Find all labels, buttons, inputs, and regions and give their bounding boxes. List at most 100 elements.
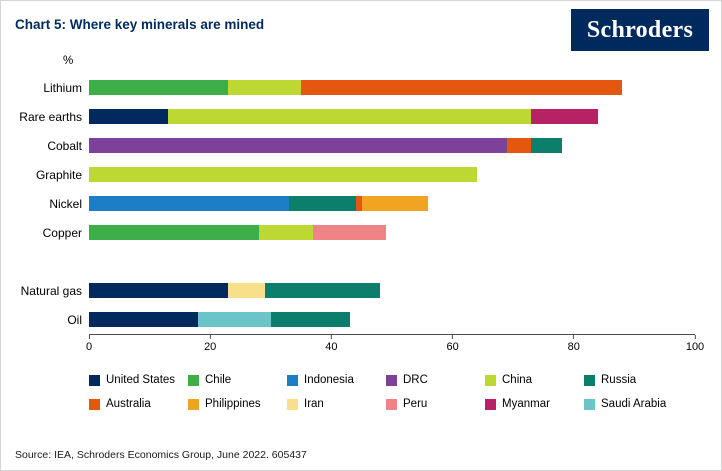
tick-label: 60 — [446, 341, 459, 353]
tick-label: 20 — [204, 341, 217, 353]
legend-item-peru: Peru — [386, 398, 485, 410]
x-tick-20: 20 — [204, 335, 216, 353]
legend-item-russia: Russia — [584, 374, 683, 386]
legend-label: DRC — [403, 374, 428, 386]
bar-track — [89, 109, 695, 124]
legend-item-myanmar: Myanmar — [485, 398, 584, 410]
bar-segment-australia — [355, 196, 362, 211]
legend-swatch-australia — [89, 398, 100, 410]
legend-label: Peru — [403, 398, 428, 410]
tick-mark — [694, 335, 696, 339]
bar-segment-russia — [270, 312, 350, 327]
bar-row-lithium: Lithium — [1, 73, 721, 102]
unit-label: % — [63, 55, 74, 67]
bar-segment-chile — [89, 225, 259, 240]
bar-segment-myanmar — [531, 109, 599, 124]
bar-track — [89, 312, 695, 327]
legend-label: Indonesia — [304, 374, 354, 386]
bar-segment-indonesia — [89, 196, 289, 211]
bar-segment-philippines — [361, 196, 429, 211]
category-label: Nickel — [49, 196, 82, 211]
legend-label: Myanmar — [502, 398, 550, 410]
bar-segment-saudi-arabia — [198, 312, 271, 327]
bar-row-natural-gas: Natural gas — [1, 276, 721, 305]
bar-segment-drc — [89, 138, 508, 153]
legend-swatch-drc — [386, 374, 397, 386]
x-tick-40: 40 — [325, 335, 338, 353]
bar-segment-russia — [531, 138, 562, 153]
tick-mark — [88, 335, 90, 339]
legend-label: Saudi Arabia — [601, 398, 667, 410]
bar-segment-australia — [507, 138, 532, 153]
bar-segment-peru — [313, 225, 386, 240]
bar-row-nickel: Nickel — [1, 189, 721, 218]
legend-row-2: Australia Philippines Iran Peru Myanmar Saudi… — [89, 398, 721, 410]
bar-rows: Lithium Rare earths Cobalt Graphite Nickel Co… — [1, 73, 721, 334]
bar-track — [89, 167, 695, 182]
legend-swatch-peru — [386, 398, 397, 410]
category-label: Oil — [67, 312, 82, 327]
x-tick-80: 80 — [568, 335, 580, 353]
legend-item-drc: DRC — [386, 374, 485, 386]
bar-track — [89, 80, 695, 95]
bar-segment-china — [167, 109, 532, 124]
tick-label: 80 — [567, 341, 580, 353]
legend-label: Australia — [106, 398, 151, 410]
bar-segment-china — [228, 80, 302, 95]
category-label: Copper — [42, 225, 82, 240]
bar-segment-china — [89, 167, 477, 182]
x-tick-60: 60 — [446, 335, 459, 353]
legend-label: United States — [106, 374, 176, 386]
legend-label: China — [502, 374, 533, 386]
bar-segment-chile — [89, 80, 229, 95]
bar-segment-russia — [288, 196, 356, 211]
legend-item-philippines: Philippines — [188, 398, 287, 410]
x-axis: 0 20 40 60 80 100 — [86, 334, 704, 360]
tick-mark — [330, 335, 332, 339]
bar-track — [89, 196, 695, 211]
category-label: Graphite — [35, 167, 82, 182]
legend-swatch-myanmar — [485, 398, 496, 410]
bar-row-oil: Oil — [1, 305, 721, 334]
legend-label: Russia — [601, 374, 637, 386]
legend: United States Chile Indonesia DRC China Russi… — [89, 374, 721, 410]
legend-swatch-chile — [188, 374, 199, 386]
legend-item-saudi-arabia: Saudi Arabia — [584, 398, 683, 410]
legend-swatch-united-states — [89, 374, 100, 386]
bar-segment-united-states — [89, 312, 199, 327]
schroders-logo-text: Schroders — [586, 16, 694, 43]
legend-item-iran: Iran — [287, 398, 386, 410]
bar-segment-iran — [228, 283, 265, 298]
category-label: Rare earths — [19, 109, 82, 124]
bar-row-rare-earths: Rare earths — [1, 102, 721, 131]
category-label: Cobalt — [47, 138, 82, 153]
category-label: Natural gas — [20, 283, 82, 298]
schroders-logo: Schroders — [571, 9, 709, 51]
bar-track — [89, 283, 695, 298]
bar-track — [89, 225, 695, 240]
legend-item-united-states: United States — [89, 374, 188, 386]
legend-item-china: China — [485, 374, 584, 386]
legend-label: Philippines — [205, 398, 261, 410]
legend-swatch-saudi-arabia — [584, 398, 595, 410]
legend-swatch-indonesia — [287, 374, 298, 386]
legend-label: Chile — [205, 374, 232, 386]
header: Chart 5: Where key minerals are mined Sc… — [1, 1, 721, 53]
bar-segment-china — [258, 225, 314, 240]
tick-label: 100 — [685, 341, 705, 353]
bar-segment-russia — [264, 283, 380, 298]
tick-mark — [209, 335, 211, 339]
x-tick-0: 0 — [86, 335, 92, 353]
tick-mark — [452, 335, 454, 339]
legend-swatch-russia — [584, 374, 595, 386]
legend-swatch-philippines — [188, 398, 199, 410]
bar-row-copper: Copper — [1, 218, 721, 247]
bar-row-graphite: Graphite — [1, 160, 721, 189]
legend-item-indonesia: Indonesia — [287, 374, 386, 386]
legend-item-australia: Australia — [89, 398, 188, 410]
tick-mark — [573, 335, 575, 339]
source-note: Source: IEA, Schroders Economics Group, … — [15, 449, 307, 461]
bar-segment-united-states — [89, 283, 229, 298]
bar-segment-united-states — [89, 109, 168, 124]
